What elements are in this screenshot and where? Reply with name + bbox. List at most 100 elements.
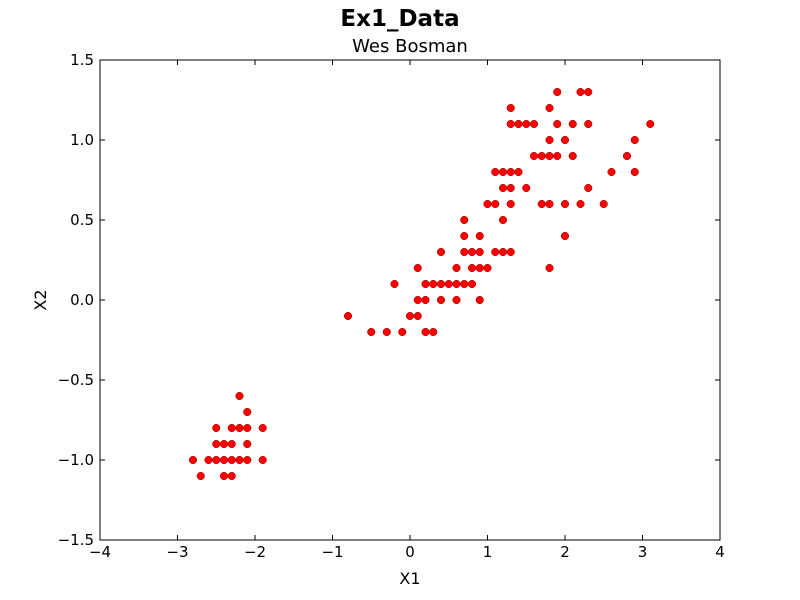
x-tick-label: −2 xyxy=(244,543,266,561)
data-point xyxy=(498,167,508,177)
data-point xyxy=(514,167,523,177)
data-point xyxy=(506,167,515,177)
data-point xyxy=(219,471,229,481)
y-tick-label: 0.5 xyxy=(70,211,94,229)
data-point xyxy=(436,247,446,257)
data-point xyxy=(553,151,562,161)
data-point xyxy=(545,199,554,209)
data-point xyxy=(529,151,539,161)
data-point xyxy=(475,295,484,305)
y-tick-label: −1.0 xyxy=(58,451,94,469)
data-point xyxy=(227,439,236,449)
data-point xyxy=(421,295,430,305)
x-tick-label: 1 xyxy=(483,543,493,561)
data-point xyxy=(584,87,593,97)
data-point xyxy=(483,199,492,209)
data-point xyxy=(522,183,531,193)
data-point xyxy=(560,231,570,241)
data-point xyxy=(568,119,577,129)
data-point xyxy=(630,167,639,177)
data-point xyxy=(188,455,198,465)
chart-title: Wes Bosman xyxy=(352,36,468,57)
data-point xyxy=(243,455,252,465)
data-point xyxy=(243,439,252,449)
data-point xyxy=(235,455,244,465)
data-point xyxy=(545,151,554,161)
data-point xyxy=(467,247,477,257)
data-point xyxy=(483,263,492,273)
data-point xyxy=(212,439,221,449)
data-point xyxy=(405,311,415,321)
data-point xyxy=(212,423,221,433)
data-point xyxy=(452,295,461,305)
x-tick-label: 0 xyxy=(405,543,415,561)
data-point xyxy=(491,167,500,177)
data-point xyxy=(452,263,461,273)
x-tick-label: 4 xyxy=(715,543,725,561)
data-point xyxy=(460,231,469,241)
data-point xyxy=(568,151,577,161)
data-point xyxy=(514,119,523,129)
points-layer xyxy=(188,87,655,481)
x-axis-label: X1 xyxy=(399,569,420,588)
figure-suptitle: Ex1_Data xyxy=(340,6,460,32)
data-point xyxy=(452,279,461,289)
plot-frame xyxy=(99,59,721,541)
data-point xyxy=(212,455,221,465)
data-point xyxy=(646,119,655,129)
data-point xyxy=(584,183,593,193)
data-point xyxy=(421,327,430,337)
data-point xyxy=(460,247,469,257)
data-point xyxy=(436,279,446,289)
data-point xyxy=(560,199,570,209)
data-point xyxy=(196,471,205,481)
data-point xyxy=(367,327,376,337)
data-point xyxy=(227,423,236,433)
data-point xyxy=(227,455,236,465)
data-point xyxy=(413,311,422,321)
x-tick-label: 2 xyxy=(560,543,570,561)
data-point xyxy=(421,279,430,289)
data-point xyxy=(475,231,484,241)
data-point xyxy=(498,183,508,193)
data-point xyxy=(219,455,229,465)
data-point xyxy=(576,87,585,97)
data-point xyxy=(584,119,593,129)
data-point xyxy=(219,439,229,449)
data-point xyxy=(576,199,585,209)
data-point xyxy=(553,87,562,97)
data-point xyxy=(475,247,484,257)
data-point xyxy=(460,279,469,289)
data-point xyxy=(522,119,531,129)
x-tick-label: −4 xyxy=(89,543,111,561)
data-point xyxy=(553,119,562,129)
data-point xyxy=(235,391,244,401)
data-point xyxy=(390,279,399,289)
ticks-layer: −4 −3 −2 −1 0 1 2 3 4 −1.5 −1.0 −0.5 0.0 0.5 1.0 1.5 xyxy=(58,51,725,561)
data-point xyxy=(343,311,353,321)
data-point xyxy=(204,455,213,465)
data-point xyxy=(382,327,391,337)
data-point xyxy=(413,263,422,273)
data-point xyxy=(545,135,554,145)
x-tick-label: 3 xyxy=(638,543,648,561)
data-point xyxy=(607,167,616,177)
data-point xyxy=(506,103,515,113)
x-tick-label: −1 xyxy=(321,543,343,561)
data-point xyxy=(235,423,244,433)
data-point xyxy=(537,151,546,161)
x-tick-label: −3 xyxy=(166,543,188,561)
data-point xyxy=(467,279,477,289)
data-point xyxy=(622,151,632,161)
data-point xyxy=(491,247,500,257)
data-point xyxy=(227,471,236,481)
data-point xyxy=(506,183,515,193)
data-point xyxy=(243,423,252,433)
data-point xyxy=(243,407,252,417)
y-axis-label: X2 xyxy=(31,289,50,310)
data-point xyxy=(398,327,407,337)
data-point xyxy=(467,263,477,273)
data-point xyxy=(498,215,508,225)
data-point xyxy=(444,279,453,289)
